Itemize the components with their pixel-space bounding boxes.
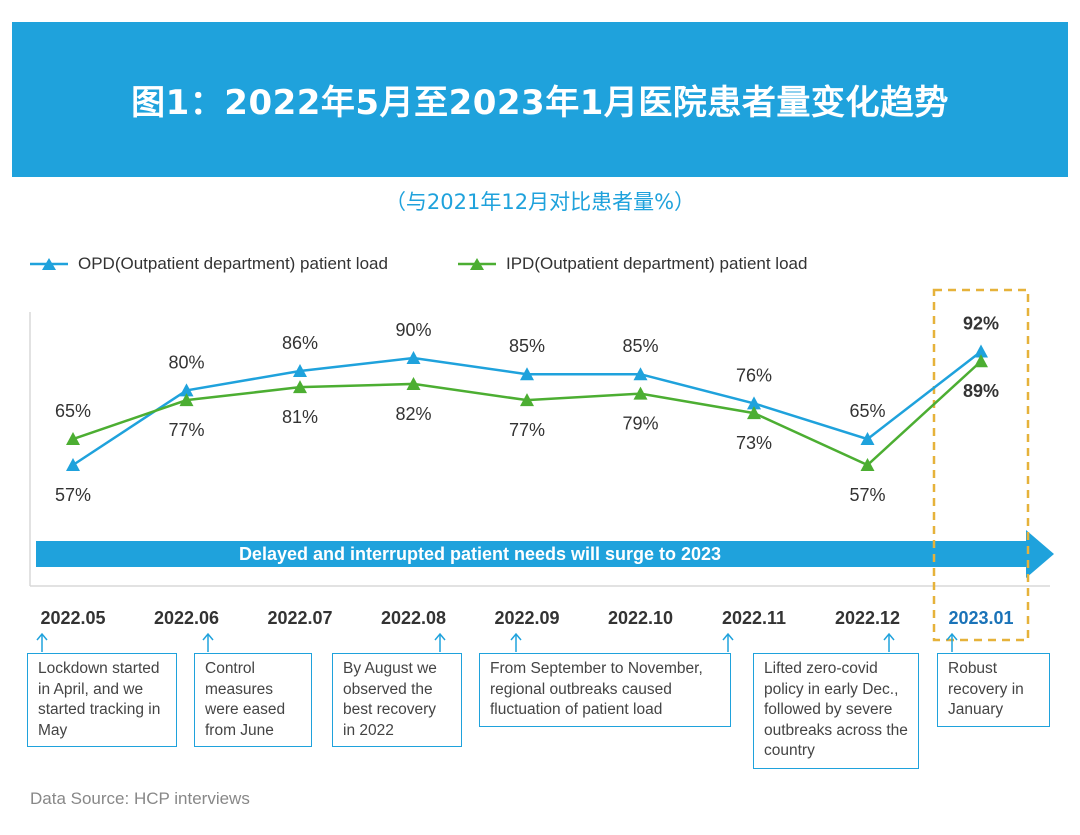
- series-1-point: [747, 406, 761, 420]
- x-tick-label: 2022.05: [40, 608, 106, 628]
- series-0-label: 57%: [55, 485, 91, 505]
- trend-arrow-shape: [36, 530, 1054, 578]
- series-0-point: [293, 363, 307, 377]
- series-0-label: 76%: [736, 365, 772, 385]
- series-0-point: [633, 367, 648, 381]
- series-1-label: 77%: [509, 420, 545, 440]
- chart-subtitle: （与2021年12月对比患者量%）: [384, 190, 696, 214]
- series-1-point: [974, 354, 988, 368]
- x-tick-label: 2022.10: [607, 608, 674, 628]
- x-tick-label: 2022.06: [153, 608, 220, 628]
- tick-up-arrow: [202, 632, 214, 652]
- series-1-point: [633, 386, 648, 400]
- x-tick-label: 2023.01: [948, 608, 1014, 628]
- note-2022-05: Lockdown started in April, and we starte…: [27, 653, 177, 747]
- note-2023-01: Robust recovery in January: [937, 653, 1050, 727]
- legend-opd-marker: [42, 258, 56, 270]
- series-layer: [66, 344, 988, 471]
- series-1-label: 65%: [55, 401, 91, 421]
- x-tick-label: 2022.07: [267, 608, 333, 628]
- series-1-label: 82%: [395, 404, 431, 424]
- series-0-label: 80%: [168, 352, 204, 372]
- x-tick-label: 2022.08: [380, 608, 447, 628]
- series-0-point: [520, 367, 534, 381]
- note-2022-09: From September to November, regional out…: [479, 653, 731, 727]
- series-0-point: [747, 396, 761, 410]
- tick-up-arrow: [722, 632, 734, 652]
- series-0-point: [406, 351, 421, 364]
- series-0-label: 92%: [963, 314, 999, 334]
- series-1-label: 89%: [963, 381, 999, 401]
- series-1-label: 73%: [736, 433, 772, 453]
- chart-title: 图1：2022年5月至2023年1月医院患者量变化趋势: [131, 83, 949, 123]
- tick-arrows: [36, 632, 958, 652]
- tick-up-arrow: [946, 632, 958, 652]
- series-0-label: 90%: [395, 320, 431, 340]
- tick-up-arrow: [510, 632, 522, 652]
- series-1-point: [66, 432, 80, 446]
- series-1-label: 77%: [168, 420, 204, 440]
- series-0-point: [66, 458, 80, 471]
- trend-arrow-text: Delayed and interrupted patient needs wi…: [239, 544, 721, 564]
- series-0-point: [860, 432, 875, 446]
- legend-ipd-marker: [470, 258, 484, 270]
- highlight-box: [932, 288, 1030, 642]
- tick-up-arrow: [883, 632, 895, 652]
- legend-ipd-label: IPD(Outpatient department) patient load: [506, 254, 808, 273]
- series-0-label: 65%: [849, 401, 885, 421]
- note-2022-06: Control measures were eased from June: [194, 653, 312, 747]
- series-1-point: [179, 393, 194, 407]
- note-2022-12: Lifted zero-covid policy in early Dec., …: [753, 653, 919, 769]
- series-1-point: [293, 380, 307, 394]
- series-1-label: 57%: [849, 485, 885, 505]
- x-tick-label: 2022.12: [834, 608, 901, 628]
- legend-opd-label: OPD(Outpatient department) patient load: [78, 254, 388, 273]
- note-2022-08: By August we observed the best recovery …: [332, 653, 462, 747]
- data-source: Data Source: HCP interviews: [30, 789, 250, 808]
- trend-arrow: Delayed and interrupted patient needs wi…: [36, 530, 1054, 578]
- series-1-point: [406, 376, 421, 390]
- title-banner: 图1：2022年5月至2023年1月医院患者量变化趋势: [12, 22, 1068, 177]
- tick-up-arrow: [434, 632, 446, 652]
- tick-up-arrow: [36, 632, 48, 652]
- legend: [30, 258, 496, 270]
- series-0-label: 86%: [282, 333, 318, 353]
- series-1-label: 81%: [282, 407, 318, 427]
- series-0-label: 85%: [622, 336, 658, 356]
- series-1-point: [520, 393, 534, 407]
- x-tick-label: 2022.09: [494, 608, 560, 628]
- data-labels: 57% 80% 86% 90% 85% 85% 76% 65% 92% 65% 77% 81% 82% 7…: [55, 314, 999, 505]
- series-1-point: [860, 458, 875, 471]
- series-0-point: [974, 344, 988, 358]
- series-1-label: 79%: [622, 414, 658, 434]
- chart-axes: [29, 312, 1050, 587]
- series-0-point: [179, 383, 194, 397]
- x-tick-label: 2022.11: [721, 608, 787, 628]
- series-0-label: 85%: [509, 336, 545, 356]
